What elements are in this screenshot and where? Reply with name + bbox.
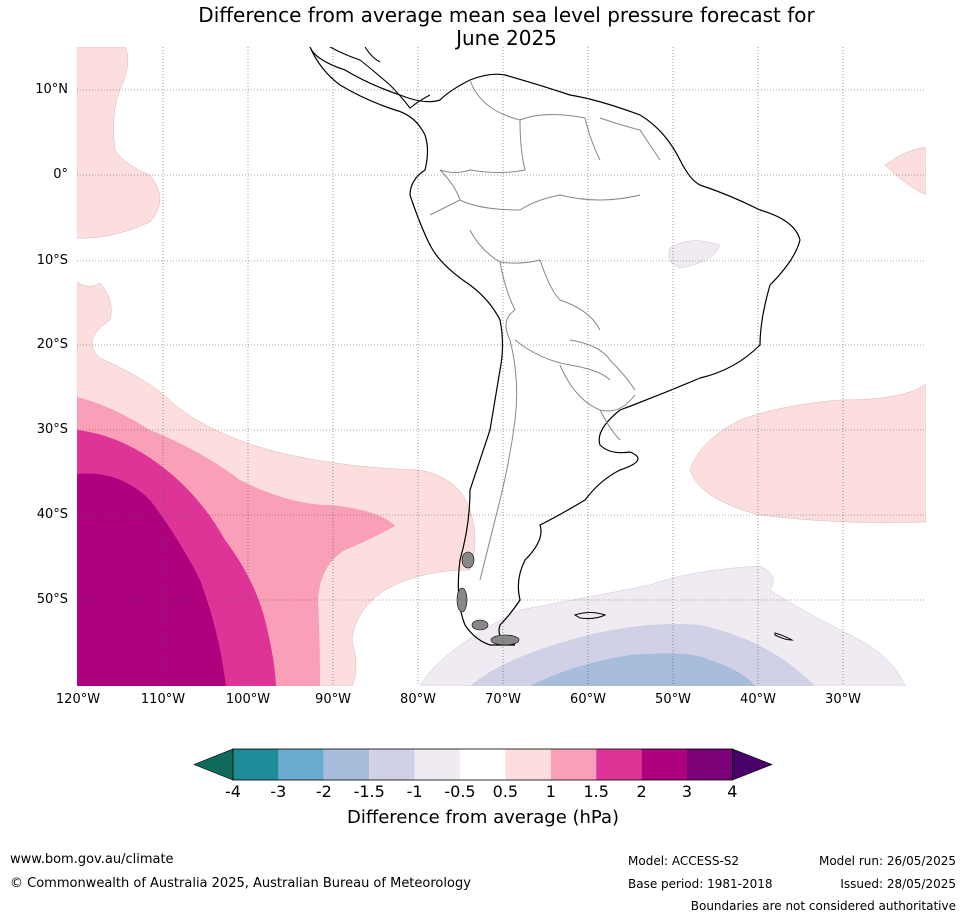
lat-label-30s: 30°S (36, 422, 68, 437)
lon-label-100w: 100°W (225, 692, 271, 707)
footer-disclaimer: Boundaries are not considered authoritat… (690, 899, 956, 913)
lon-label-110w: 110°W (140, 692, 186, 707)
anomaly-region-0.5-1-east-equator (884, 146, 926, 196)
south-georgia-island (774, 632, 794, 641)
footer-model: Model: ACCESS-S2 (628, 854, 740, 868)
central-america-coastline (329, 47, 431, 109)
colorbar-segment (641, 749, 687, 780)
colorbar-segment (369, 749, 415, 780)
colorbar-tick-label: -0.5 (444, 782, 476, 801)
colorbar-tick-label: -1.5 (353, 782, 385, 801)
colorbar-segment (414, 749, 460, 780)
colorbar-tick-label: 2 (636, 782, 647, 801)
footer-url[interactable]: www.bom.gov.au/climate (10, 852, 174, 867)
colorbar-outline (232, 748, 733, 781)
colorbar-tick-label: 1 (545, 782, 556, 801)
lon-label-70w: 70°W (485, 692, 521, 707)
lon-label-60w: 60°W (570, 692, 606, 707)
lon-label-120w: 120°W (55, 692, 101, 707)
footer-issued: Issued: 28/05/2025 (840, 877, 956, 891)
colorbar-tick-label: 1.5 (583, 782, 609, 801)
footer-base-period: Base period: 1981-2018 (628, 877, 773, 891)
south-america-coastline (309, 47, 801, 646)
colorbar-segment (596, 749, 642, 780)
lat-label-20s: 20°S (36, 337, 68, 352)
colorbar-low-extend (193, 748, 234, 781)
map-gridlines (77, 47, 926, 686)
colorbar-segment (550, 749, 597, 780)
lat-label-10n: 10°N (35, 82, 68, 97)
footer-model-run: Model run: 26/05/2025 (818, 854, 956, 868)
colorbar-tick-label: -2 (315, 782, 332, 801)
colorbar-segment (505, 749, 551, 780)
lon-label-50w: 50°W (655, 692, 691, 707)
colorbar-label: Difference from average (hPa) (346, 807, 620, 828)
colorbar-tick-label: 3 (681, 782, 693, 801)
anomaly-region-2-3 (77, 473, 226, 686)
title-line-2: June 2025 (456, 26, 557, 50)
footer-copyright: © Commonwealth of Australia 2025, Austra… (10, 876, 471, 891)
lat-label-10s: 10°S (36, 253, 68, 268)
colorbar-tick-label: -4 (225, 782, 241, 801)
falkland-islands (573, 612, 607, 620)
lat-label-0: 0° (53, 167, 68, 182)
lat-label-40s: 40°S (36, 507, 68, 522)
country-borders (429, 79, 661, 581)
colorbar-tick-label: -3 (270, 782, 287, 801)
colorbar-segment (687, 749, 733, 780)
colorbar-tick-label: 0.5 (492, 782, 519, 801)
colorbar-segment (278, 749, 324, 780)
lat-label-50s: 50°S (36, 592, 68, 607)
lon-label-90w: 90°W (315, 692, 351, 707)
anomaly-region-minus-0.5-minus-1-brazil (668, 240, 721, 269)
title-line-1: Difference from average mean sea level p… (198, 3, 815, 27)
lon-label-30w: 30°W (825, 692, 861, 707)
colorbar (193, 748, 773, 781)
anomaly-region-minus-1.5-minus-2 (530, 653, 755, 686)
colorbar-tick-label: 4 (727, 782, 738, 801)
map-title: Difference from average mean sea level p… (0, 4, 965, 50)
anomaly-region-0.5-1-east-south (689, 383, 926, 523)
colorbar-segment (460, 749, 506, 780)
colorbar-segment (233, 749, 279, 780)
lon-label-40w: 40°W (740, 692, 776, 707)
colorbar-segment (323, 749, 370, 780)
lon-label-80w: 80°W (400, 692, 436, 707)
patagonia-islands (456, 551, 520, 646)
colorbar-high-extend (732, 748, 773, 781)
colorbar-tick-label: -1 (406, 782, 423, 801)
anomaly-region-0.5-1-north (77, 47, 161, 239)
